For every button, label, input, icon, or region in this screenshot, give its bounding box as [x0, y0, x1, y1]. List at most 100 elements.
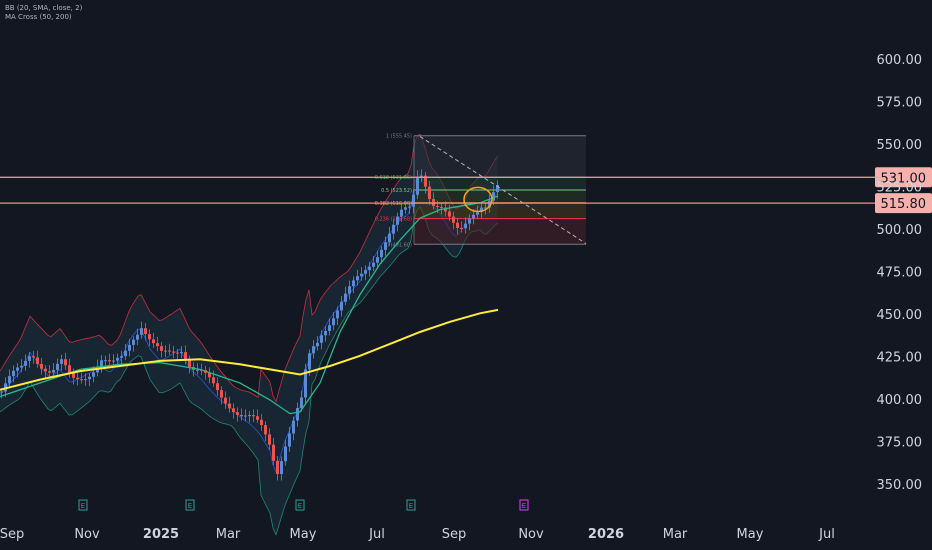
candle-body: [424, 175, 427, 187]
fib-zone: [414, 190, 586, 203]
candle-body: [252, 415, 255, 417]
x-tick-label: Nov: [518, 527, 544, 542]
level-label-bg: [875, 193, 932, 214]
candle-body: [116, 357, 119, 361]
fib-zone: [414, 202, 586, 219]
candle-body: [436, 205, 439, 207]
candle-body: [292, 420, 295, 434]
candle-body: [112, 360, 115, 362]
candle-body: [448, 211, 451, 217]
candle-body: [172, 351, 175, 353]
candle-body: [28, 356, 31, 361]
fibonacci-retracement[interactable]: 1 (555.45) 0.618 (531.05) 0.5 (523.52) 0.38…: [375, 134, 586, 249]
candle-body: [140, 328, 143, 335]
candle-body: [24, 360, 27, 366]
y-tick-label: 350.00: [877, 478, 923, 493]
candle-body: [456, 222, 459, 228]
level-label: 515.80: [881, 197, 927, 212]
x-tick-label: Sep: [442, 527, 467, 542]
candle-body: [48, 371, 51, 373]
price-axis[interactable]: 350.00 375.00 400.00 425.00 450.00 475.00 500.…: [877, 53, 923, 493]
candle-body: [328, 325, 331, 331]
level-label: 531.00: [881, 171, 927, 186]
fib-zone: [414, 135, 586, 178]
candle-body: [428, 186, 431, 200]
candle-body: [296, 408, 299, 421]
candle-body: [416, 176, 419, 195]
candle-body: [60, 359, 63, 364]
x-tick-label: Jul: [818, 527, 835, 542]
candle-body: [216, 383, 219, 391]
x-tick-label: 2026: [588, 527, 624, 542]
candle-body: [184, 352, 187, 361]
horizontal-levels[interactable]: 531.00 515.80: [0, 167, 932, 214]
event-marker-label: E: [298, 502, 302, 510]
fib-level-label: 0 (491.60): [386, 242, 412, 248]
candle-body: [220, 390, 223, 398]
candle-body: [348, 286, 351, 294]
candle-body: [344, 293, 347, 302]
y-tick-label: 525.00: [877, 181, 923, 196]
candle-body: [316, 342, 319, 347]
candle-body: [260, 419, 263, 426]
candle-body: [196, 369, 199, 371]
candle-body: [444, 207, 447, 212]
candle-body: [12, 370, 15, 377]
y-tick-label: 375.00: [877, 436, 923, 451]
candle-body: [84, 379, 87, 381]
candle-body: [40, 363, 43, 369]
candle-body: [352, 280, 355, 287]
y-tick-label: 500.00: [877, 223, 923, 238]
candle-body: [104, 360, 107, 362]
candle-body: [120, 356, 123, 358]
candle-body: [152, 339, 155, 344]
y-tick-label: 400.00: [877, 393, 923, 408]
candle-body: [272, 444, 275, 461]
candle-body: [376, 257, 379, 263]
x-tick-label: Mar: [216, 527, 241, 542]
candle-body: [492, 192, 495, 201]
moving-averages: [0, 195, 499, 415]
candle-body: [388, 233, 391, 243]
event-marker: [406, 499, 416, 511]
bb-legend[interactable]: BB (20, SMA, close, 2): [5, 4, 83, 12]
fib-zone: [414, 177, 586, 191]
x-tick-label: Mar: [663, 527, 688, 542]
candle-body: [208, 372, 211, 378]
x-tick-label: Jul: [368, 527, 385, 542]
candle-body: [68, 365, 71, 373]
candle-body: [232, 408, 235, 413]
candle-body: [268, 434, 271, 445]
candle-body: [404, 207, 407, 210]
candle-body: [156, 343, 159, 347]
candle-body: [356, 276, 359, 281]
candle-body: [44, 368, 47, 372]
candle-body: [92, 372, 95, 377]
time-axis[interactable]: Sep Nov 2025 Mar May Jul Sep Nov 2026 Mar May Jul: [0, 527, 835, 542]
candle-body: [136, 334, 139, 340]
candle-body: [72, 372, 75, 378]
ma-legend[interactable]: MA Cross (50, 200): [5, 13, 72, 21]
candle-body: [0, 391, 3, 393]
candle-body: [368, 266, 371, 271]
level-label-bg: [875, 167, 932, 188]
candle-body: [440, 206, 443, 208]
candle-body: [164, 350, 167, 352]
candle-body: [240, 414, 243, 417]
x-tick-label: May: [737, 527, 764, 542]
event-marker-label: E: [81, 502, 85, 510]
candle-body: [248, 415, 251, 417]
candle-body: [16, 367, 19, 371]
event-marker-label: E: [522, 502, 526, 510]
event-marker-label: E: [409, 502, 413, 510]
candle-body: [308, 353, 311, 370]
candle-body: [228, 403, 231, 409]
y-tick-label: 550.00: [877, 138, 923, 153]
annotations: [419, 136, 587, 245]
indicator-legend: BB (20, SMA, close, 2) MA Cross (50, 200…: [5, 4, 82, 22]
candle-body: [88, 376, 91, 380]
candle-body: [168, 350, 171, 352]
candle-body: [392, 224, 395, 234]
